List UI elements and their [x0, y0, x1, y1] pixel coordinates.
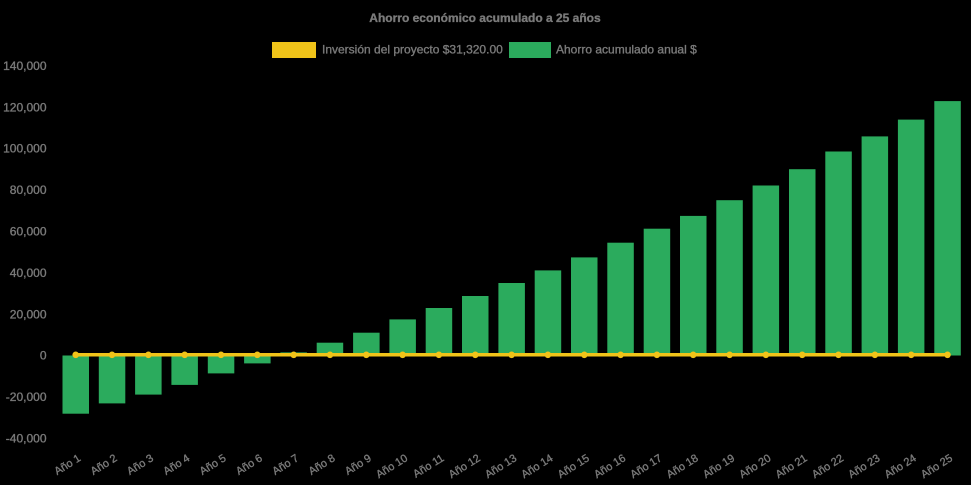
svg-text:140,000: 140,000 [3, 59, 47, 73]
svg-text:Ahorro acumulado anual $: Ahorro acumulado anual $ [556, 43, 697, 57]
svg-text:100,000: 100,000 [3, 142, 47, 156]
svg-text:-20,000: -20,000 [6, 390, 47, 404]
svg-text:60,000: 60,000 [10, 225, 47, 239]
svg-text:20,000: 20,000 [10, 307, 47, 321]
svg-text:80,000: 80,000 [10, 183, 47, 197]
svg-text:Inversión del proyecto $31,320: Inversión del proyecto $31,320.00 [322, 43, 503, 57]
svg-text:0: 0 [40, 349, 47, 363]
svg-text:40,000: 40,000 [10, 266, 47, 280]
svg-text:120,000: 120,000 [3, 100, 47, 114]
svg-text:Ahorro económico acumulado a 2: Ahorro económico acumulado a 25 años [369, 11, 601, 25]
svg-text:-40,000: -40,000 [6, 432, 47, 446]
